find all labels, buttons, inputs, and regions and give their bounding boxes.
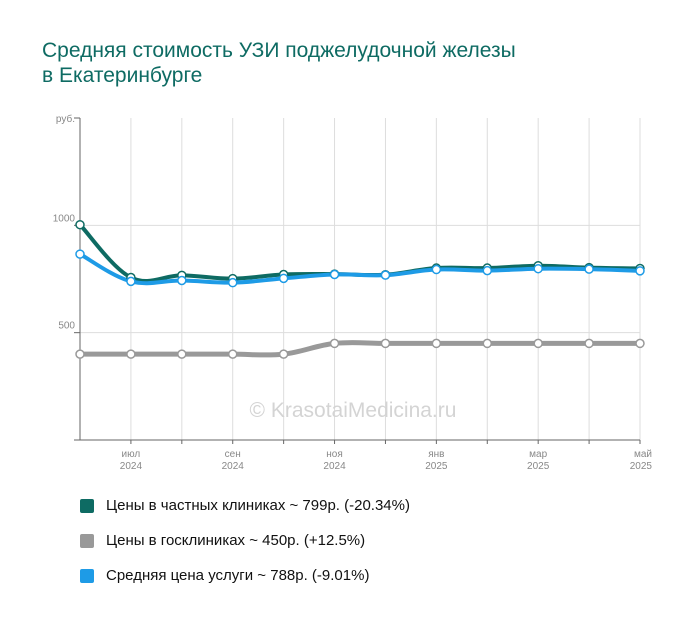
- legend-swatch-private: [80, 498, 94, 513]
- data-point[interactable]: [380, 270, 391, 280]
- legend-item-average[interactable]: Средняя цена услуги ~ 788р. (-9.01%): [80, 558, 410, 593]
- data-point[interactable]: [278, 349, 289, 359]
- data-point[interactable]: [177, 349, 187, 359]
- legend-item-private[interactable]: Цены в частных клиниках ~ 799р. (-20.34%…: [80, 488, 410, 523]
- data-point[interactable]: [126, 276, 136, 287]
- y-tick-label: 1000: [53, 213, 76, 224]
- x-tick-label: янв: [428, 449, 444, 460]
- x-tick-label: ноя: [326, 449, 343, 460]
- y-tick-label: 500: [58, 321, 75, 332]
- data-point[interactable]: [278, 273, 289, 284]
- legend-label-private: Цены в частных клиниках ~ 799р. (-20.34%…: [106, 497, 410, 514]
- data-point[interactable]: [75, 349, 85, 359]
- x-tick-label: сен: [225, 449, 241, 460]
- x-tick-label-year: 2025: [527, 461, 550, 470]
- chart-title-line-1: Средняя стоимость УЗИ поджелудочной желе…: [42, 39, 516, 62]
- data-point[interactable]: [329, 269, 340, 280]
- chart-title-line-2: в Екатеринбурге: [42, 64, 203, 87]
- data-point[interactable]: [177, 275, 187, 286]
- data-point[interactable]: [533, 338, 543, 349]
- x-tick-label: мар: [529, 449, 547, 460]
- data-point[interactable]: [75, 249, 85, 259]
- legend-swatch-public: [80, 533, 94, 548]
- data-point[interactable]: [329, 338, 340, 349]
- data-point[interactable]: [533, 263, 543, 274]
- y-axis-unit-label: руб.: [56, 113, 75, 125]
- data-point[interactable]: [431, 264, 442, 275]
- data-point[interactable]: [126, 349, 136, 359]
- x-tick-label-year: 2024: [222, 461, 245, 470]
- legend-swatch-average: [80, 568, 94, 583]
- legend-label-average: Средняя цена услуги ~ 788р. (-9.01%): [106, 567, 370, 584]
- data-point[interactable]: [227, 277, 238, 288]
- x-tick-label-year: 2025: [630, 461, 653, 470]
- data-point[interactable]: [482, 265, 493, 276]
- x-tick-label: июл: [122, 449, 141, 460]
- chart-title: Средняя стоимость УЗИ поджелудочной желе…: [42, 38, 662, 88]
- data-point[interactable]: [227, 349, 238, 359]
- data-point[interactable]: [482, 338, 493, 349]
- data-point[interactable]: [635, 338, 645, 349]
- line-chart: руб.5001000июл2024сен2024ноя2024янв2025м…: [53, 113, 653, 470]
- legend: Цены в частных клиниках ~ 799р. (-20.34%…: [80, 488, 410, 593]
- data-point[interactable]: [380, 338, 391, 349]
- data-point[interactable]: [635, 266, 645, 276]
- data-point[interactable]: [75, 219, 85, 230]
- legend-label-public: Цены в госклиниках ~ 450р. (+12.5%): [106, 532, 366, 549]
- x-tick-label-year: 2024: [120, 461, 143, 470]
- x-tick-label: май: [634, 449, 652, 460]
- watermark: © KrasotaiMedicina.ru: [250, 399, 457, 422]
- series-line-0: [78, 222, 642, 283]
- x-tick-label-year: 2025: [425, 461, 448, 470]
- x-tick-label-year: 2024: [323, 461, 346, 470]
- legend-item-public[interactable]: Цены в госклиниках ~ 450р. (+12.5%): [80, 523, 410, 558]
- series-line-1: [77, 340, 643, 358]
- data-point[interactable]: [584, 264, 594, 274]
- data-point[interactable]: [584, 338, 594, 349]
- data-point[interactable]: [431, 338, 442, 349]
